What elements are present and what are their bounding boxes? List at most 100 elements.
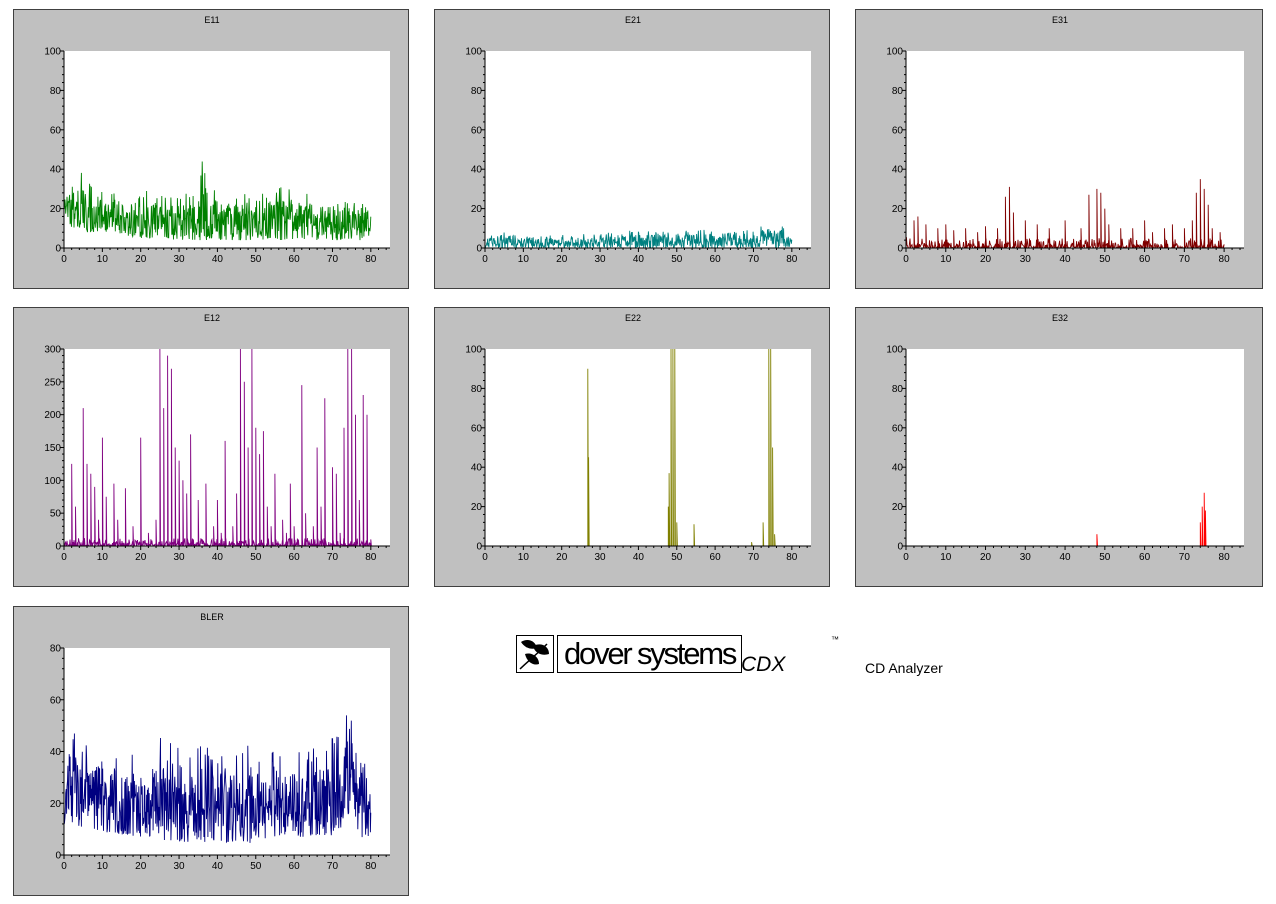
y-tick-label: 150 (44, 443, 61, 454)
y-tick-label: 80 (471, 86, 483, 97)
chart-title: E12 (204, 313, 220, 323)
x-tick-label: 40 (212, 254, 224, 265)
series-line (64, 349, 372, 546)
chart-svg: E11 0 10 20 30 40 50 60 70 80 0 20 40 60 80 100 (44, 15, 390, 265)
chart-panel-e11: E11 0 10 20 30 40 50 60 70 80 0 20 40 60 80 100 (13, 9, 409, 289)
x-tick-label: 50 (1099, 254, 1111, 265)
y-tick-label: 20 (471, 204, 483, 215)
y-tick-label: 60 (892, 423, 904, 434)
plot-area (906, 51, 1244, 248)
product-subtitle: CD Analyzer (865, 660, 943, 676)
x-tick-label: 80 (1219, 254, 1231, 265)
x-tick-label: 0 (61, 861, 67, 872)
series-line (64, 715, 372, 844)
x-tick-label: 0 (903, 552, 909, 563)
x-tick-label: 60 (289, 254, 301, 265)
plot-area (906, 349, 1244, 546)
chart-panel-e32: E32 0 10 20 30 40 50 60 70 80 0 20 40 60 80 100 (855, 307, 1263, 587)
y-tick-label: 40 (50, 747, 62, 758)
chart-panel-e21: E21 0 10 20 30 40 50 60 70 80 0 20 40 60 80 100 (434, 9, 830, 289)
x-tick-label: 10 (518, 552, 530, 563)
x-tick-label: 80 (365, 254, 377, 265)
y-tick-label: 60 (50, 695, 62, 706)
series-line (485, 226, 793, 248)
dover-leaf-icon (516, 635, 554, 673)
x-tick-label: 0 (61, 254, 67, 265)
x-tick-label: 30 (594, 552, 606, 563)
x-tick-label: 10 (97, 552, 109, 563)
plot-area (485, 349, 811, 546)
x-tick-label: 40 (1059, 552, 1071, 563)
y-tick-label: 40 (471, 463, 483, 474)
chart-panel-e31: E31 0 10 20 30 40 50 60 70 80 0 20 40 60 80 100 (855, 9, 1263, 289)
series-line (906, 179, 1225, 248)
chart-title: E21 (625, 15, 641, 25)
x-tick-label: 40 (633, 552, 645, 563)
x-tick-label: 40 (212, 552, 224, 563)
x-tick-label: 20 (556, 254, 568, 265)
y-tick-label: 20 (50, 799, 62, 810)
x-tick-label: 20 (980, 552, 992, 563)
y-tick-label: 200 (44, 410, 61, 421)
y-tick-label: 0 (55, 244, 61, 255)
x-tick-label: 30 (173, 552, 185, 563)
series-line (64, 161, 372, 241)
y-tick-label: 80 (50, 86, 62, 97)
x-tick-label: 10 (97, 861, 109, 872)
x-tick-label: 50 (250, 254, 262, 265)
chart-panel-bler: BLER 0 10 20 30 40 50 60 70 80 0 20 40 60 80 (13, 606, 409, 896)
x-tick-label: 20 (980, 254, 992, 265)
x-tick-label: 30 (1020, 552, 1032, 563)
chart-panel-e12: E12 0 10 20 30 40 50 60 70 80 0 50 100 150 200 250 300 (13, 307, 409, 587)
y-tick-label: 80 (892, 384, 904, 395)
y-tick-label: 80 (50, 644, 62, 655)
chart-title: E22 (625, 313, 641, 323)
y-tick-label: 80 (471, 384, 483, 395)
x-tick-label: 70 (748, 552, 760, 563)
x-tick-label: 10 (518, 254, 530, 265)
chart-panel-e22: E22 0 10 20 30 40 50 60 70 80 0 20 40 60 80 100 (434, 307, 830, 587)
x-tick-label: 50 (671, 552, 683, 563)
y-tick-label: 100 (465, 47, 482, 58)
y-tick-label: 0 (476, 244, 482, 255)
x-tick-label: 40 (212, 861, 224, 872)
x-tick-label: 40 (1059, 254, 1071, 265)
x-tick-label: 70 (327, 552, 339, 563)
x-tick-label: 70 (1179, 552, 1191, 563)
product-name: CDX (741, 653, 786, 676)
x-tick-label: 80 (365, 552, 377, 563)
x-tick-label: 60 (289, 861, 301, 872)
x-tick-label: 20 (135, 254, 147, 265)
y-tick-label: 250 (44, 377, 61, 388)
x-tick-label: 20 (135, 861, 147, 872)
y-tick-label: 40 (892, 165, 904, 176)
trademark-symbol: ™ (831, 635, 839, 644)
y-tick-label: 60 (471, 125, 483, 136)
x-tick-label: 30 (1020, 254, 1032, 265)
chart-title: E32 (1052, 313, 1068, 323)
y-tick-label: 100 (465, 345, 482, 356)
x-tick-label: 50 (671, 254, 683, 265)
y-tick-label: 100 (886, 47, 903, 58)
x-tick-label: 60 (1139, 254, 1151, 265)
x-tick-label: 80 (1219, 552, 1231, 563)
y-tick-label: 60 (471, 423, 483, 434)
y-tick-label: 0 (897, 244, 903, 255)
x-tick-label: 0 (903, 254, 909, 265)
chart-svg: BLER 0 10 20 30 40 50 60 70 80 0 20 40 60 80 (50, 612, 390, 872)
y-tick-label: 100 (44, 47, 61, 58)
chart-title: E11 (204, 15, 219, 25)
x-tick-label: 10 (97, 254, 109, 265)
plot-area (485, 51, 811, 248)
x-tick-label: 10 (940, 254, 952, 265)
x-tick-label: 0 (482, 552, 488, 563)
chart-svg: E21 0 10 20 30 40 50 60 70 80 0 20 40 60 80 100 (465, 15, 811, 265)
y-tick-label: 0 (897, 542, 903, 553)
company-name: dover systems (557, 635, 743, 673)
y-tick-label: 0 (476, 542, 482, 553)
y-tick-label: 20 (892, 502, 904, 513)
x-tick-label: 30 (173, 861, 185, 872)
y-tick-label: 40 (50, 165, 62, 176)
x-tick-label: 60 (710, 552, 722, 563)
chart-svg: E31 0 10 20 30 40 50 60 70 80 0 20 40 60 80 100 (886, 15, 1244, 265)
